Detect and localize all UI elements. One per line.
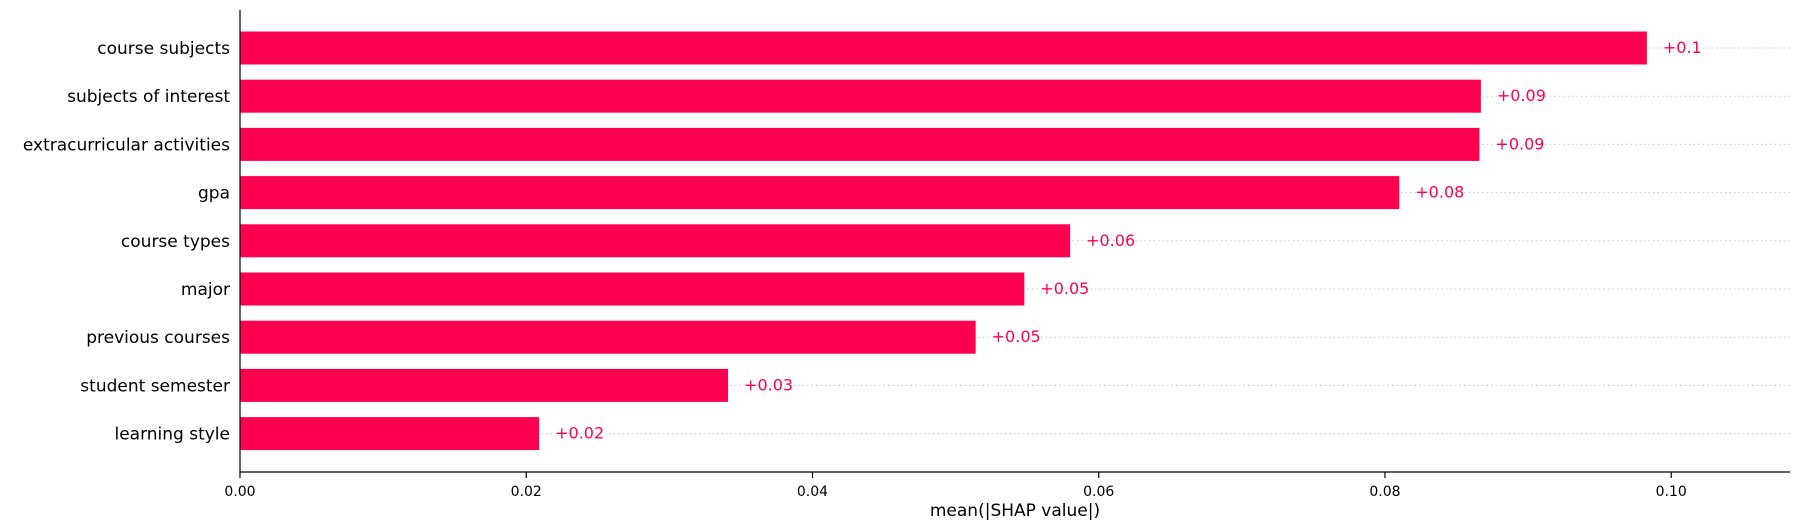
bar — [240, 320, 976, 354]
bar — [240, 272, 1025, 306]
x-tick-label: 0.06 — [1083, 484, 1114, 500]
bar — [240, 224, 1071, 258]
category-label: course types — [121, 232, 230, 252]
bar — [240, 79, 1481, 113]
category-label: subjects of interest — [67, 87, 230, 107]
value-label: +0.06 — [1086, 231, 1135, 250]
category-label: learning style — [114, 425, 230, 445]
value-labels: +0.1 +0.09 +0.09 +0.08 +0.06 +0.05 +0.05 +0.03 +… — [555, 38, 1702, 443]
category-label: previous courses — [86, 328, 230, 348]
value-label: +0.08 — [1415, 183, 1464, 202]
value-label: +0.05 — [992, 327, 1041, 346]
x-tick-label: 0.08 — [1369, 484, 1400, 500]
value-label: +0.02 — [555, 424, 604, 443]
bar — [240, 417, 540, 451]
category-label: gpa — [198, 184, 230, 204]
value-label: +0.03 — [744, 375, 793, 394]
x-tick-label: 0.00 — [224, 484, 255, 500]
value-label: +0.1 — [1663, 38, 1702, 57]
value-label: +0.09 — [1495, 134, 1544, 153]
axes — [239, 10, 1790, 473]
category-label: student semester — [80, 376, 230, 396]
bar — [240, 127, 1480, 161]
x-tick-label: 0.10 — [1656, 484, 1687, 500]
value-label: +0.05 — [1040, 279, 1089, 298]
category-label: major — [181, 280, 230, 300]
x-ticks: 0.00 0.02 0.04 0.06 0.08 0.10 — [224, 472, 1687, 500]
category-labels: course subjects subjects of interest extra… — [23, 39, 230, 445]
category-label: course subjects — [97, 39, 230, 59]
category-label: extracurricular activities — [23, 135, 230, 155]
x-tick-label: 0.04 — [797, 484, 828, 500]
bar — [240, 368, 729, 402]
bars — [240, 31, 1647, 451]
bar — [240, 176, 1400, 210]
x-tick-label: 0.02 — [511, 484, 542, 500]
x-axis-label: mean(|SHAP value|) — [930, 501, 1100, 521]
value-label: +0.09 — [1497, 86, 1546, 105]
bar — [240, 31, 1647, 65]
